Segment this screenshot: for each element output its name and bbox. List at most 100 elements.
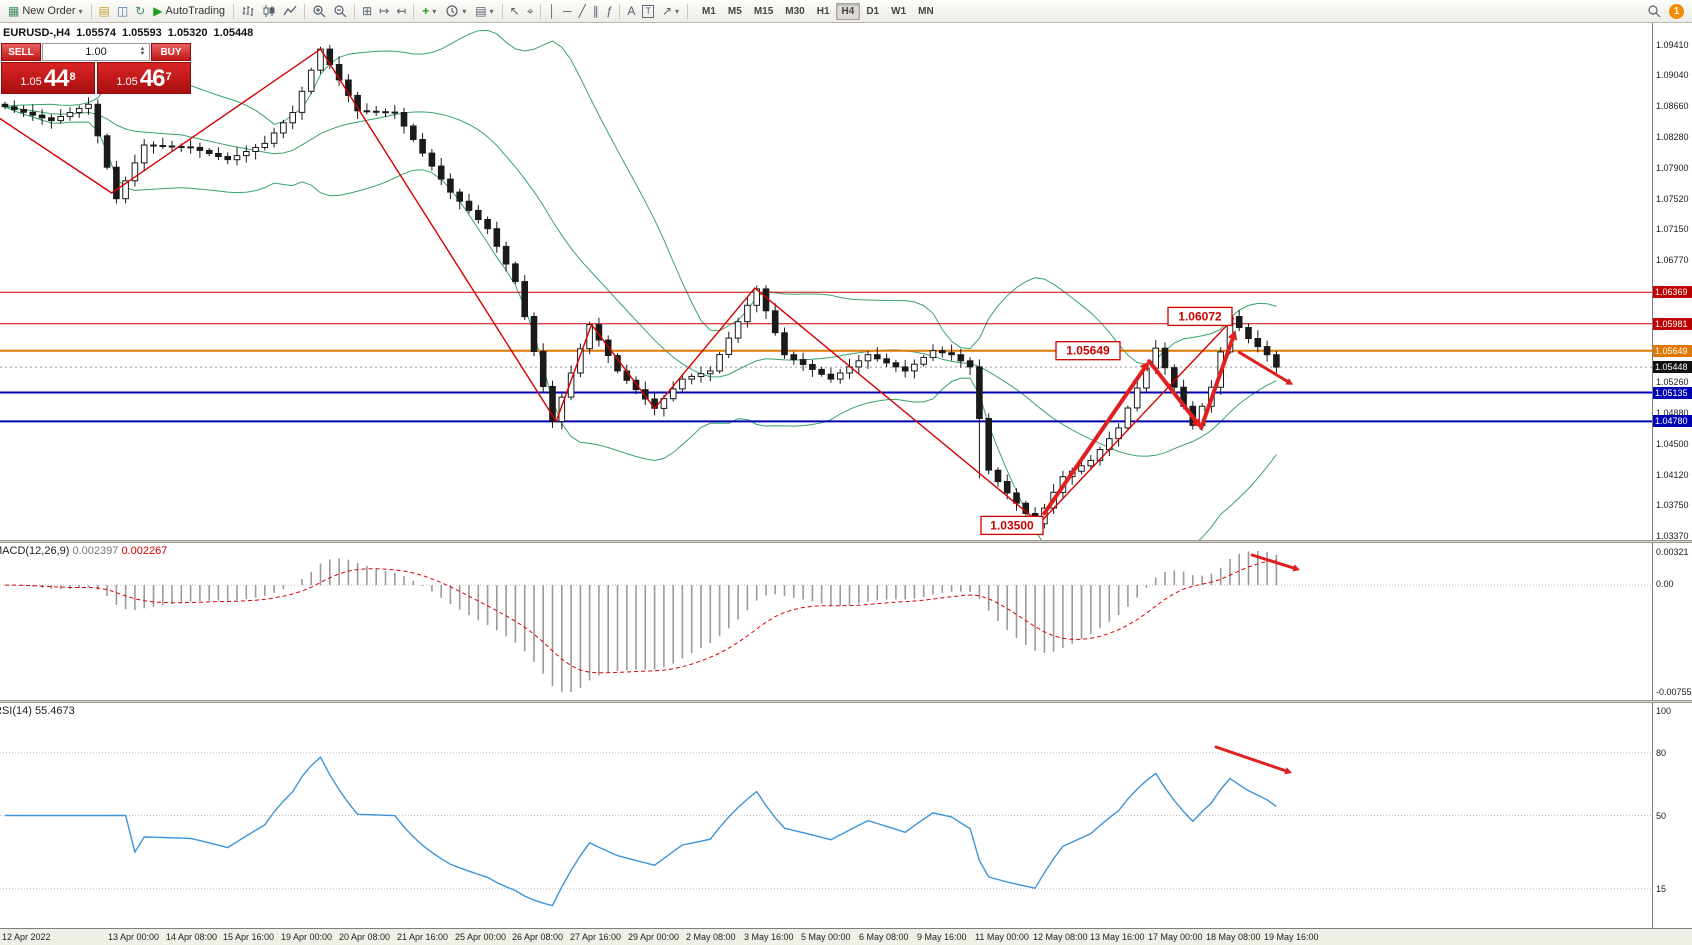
time-axis[interactable]: 12 Apr 2022 13 Apr 00:00 14 Apr 08:00 15 Ap… — [0, 928, 1692, 945]
candle-body — [669, 388, 677, 400]
price-axis-tag: 1.04780 — [1653, 415, 1692, 427]
horizontal-line-icon: ─ — [562, 4, 572, 18]
auto-scroll-button[interactable]: ↦ — [376, 3, 392, 19]
refresh-button[interactable]: ↻ — [132, 3, 148, 19]
timeframe-h1[interactable]: H1 — [816, 5, 830, 17]
timeframe-m5[interactable]: M5 — [727, 5, 742, 17]
spinner-down-icon[interactable]: ▼ — [139, 51, 146, 57]
candle-body — [614, 355, 621, 372]
bar-chart-icon — [242, 6, 254, 16]
zoom-in-button[interactable] — [309, 2, 329, 20]
candle-body — [75, 107, 83, 114]
trend-arrow — [1199, 333, 1236, 430]
timeframe-d1[interactable]: D1 — [866, 5, 880, 17]
candle-body — [827, 373, 835, 380]
candle-body — [883, 358, 890, 364]
candle-body — [966, 360, 974, 368]
toolbar-separator — [501, 3, 503, 19]
candle-body — [994, 469, 1002, 483]
price-tag-box[interactable] — [1167, 306, 1233, 327]
timeframe-mn[interactable]: MN — [918, 5, 934, 17]
candle-body — [103, 135, 111, 168]
fibonacci-button[interactable]: ƒ — [603, 3, 616, 19]
line-chart-button[interactable] — [280, 2, 300, 20]
text-label-button[interactable]: T — [639, 3, 657, 20]
time-axis-label: 18 May 08:00 — [1206, 932, 1261, 942]
bollinger-upper-band — [4, 29, 1277, 365]
timeframe-m1[interactable]: M1 — [702, 5, 716, 17]
volume-input[interactable]: 1.00 ▲ ▼ — [42, 43, 150, 61]
profiles-button[interactable]: ◫ — [114, 3, 131, 19]
notification-badge[interactable]: 1 — [1669, 3, 1684, 19]
time-axis-label: 13 Apr 00:00 — [108, 932, 160, 942]
candle-body — [243, 151, 250, 157]
time-axis-label: 20 Apr 08:00 — [339, 932, 391, 942]
candle-body — [864, 354, 872, 362]
indicators-plus-icon: + — [422, 4, 430, 18]
search-button[interactable] — [1644, 2, 1664, 20]
candle-body — [113, 166, 120, 200]
templates-icon: ▤ — [475, 4, 487, 18]
candle-body — [38, 114, 46, 119]
periods-button[interactable]: ▾ — [441, 2, 470, 20]
main-chart-canvas[interactable]: 1.06072 1.05649 1.03500 — [0, 23, 1652, 540]
bid-prefix: 1.05 — [20, 76, 42, 88]
ask-price-box[interactable]: 1.05 46 7 — [97, 62, 191, 94]
buy-button[interactable]: BUY — [151, 43, 191, 61]
zigzag-trendline[interactable] — [0, 48, 1235, 524]
templates-button[interactable]: ▤ ▾ — [471, 3, 497, 19]
macd-canvas[interactable] — [0, 543, 1652, 700]
new-order-button[interactable]: ▦ New Order ▾ — [4, 3, 87, 19]
vertical-line-button[interactable]: │ — [545, 3, 559, 19]
chart-shift-button[interactable]: ↤ — [393, 3, 409, 19]
price-axis-label: 1.04120 — [1656, 470, 1689, 480]
chevron-down-icon: ▾ — [432, 6, 437, 16]
price-axis-label: 1.06770 — [1656, 255, 1689, 265]
timeframe-m30[interactable]: M30 — [785, 5, 805, 17]
timeframe-m15[interactable]: M15 — [753, 5, 774, 17]
price-axis-label: 1.08280 — [1656, 132, 1689, 142]
rsi-canvas[interactable] — [0, 703, 1652, 928]
rsi-line — [5, 756, 1277, 907]
horizontal-line-button[interactable]: ─ — [560, 3, 575, 19]
candle-body — [168, 145, 176, 148]
cursor-button[interactable]: ↖ — [507, 3, 523, 19]
arrows-button[interactable]: ↗ ▾ — [658, 3, 683, 19]
sell-button[interactable]: SELL — [1, 43, 41, 61]
tile-windows-button[interactable]: ⊞ — [359, 3, 375, 19]
bar-chart-button[interactable] — [238, 2, 258, 20]
zoom-out-button[interactable] — [330, 2, 350, 20]
indicators-button[interactable]: + ▾ — [418, 3, 440, 19]
spinner-up-icon[interactable]: ▲ — [139, 46, 146, 52]
price-tag-box[interactable] — [980, 515, 1044, 536]
macd-axis: 0.00321 0.00 -0.007554 — [1652, 543, 1692, 700]
new-chart-button[interactable]: ▤ — [96, 3, 113, 19]
chevron-down-icon: ▾ — [675, 6, 680, 16]
price-tag-box[interactable] — [1055, 341, 1121, 361]
autotrading-play-icon: ▶ — [153, 4, 163, 18]
bid-price-box[interactable]: 1.05 44 8 — [1, 62, 95, 94]
autotrading-button[interactable]: ▶ AutoTrading — [149, 3, 229, 19]
timeframe-w1[interactable]: W1 — [891, 5, 907, 17]
price-axis-label: 1.09410 — [1656, 40, 1689, 50]
candle-body — [140, 144, 148, 164]
price-axis-tag: 1.05448 — [1653, 361, 1692, 373]
crosshair-button[interactable]: ⌖ — [524, 3, 537, 19]
price-tag-text: 1.03500 — [990, 518, 1034, 532]
candlestick-chart-button[interactable] — [259, 2, 279, 20]
trendline-button[interactable]: ╱ — [576, 3, 589, 19]
candle-body — [29, 111, 37, 116]
candle-body — [66, 112, 74, 118]
panel-divider[interactable] — [0, 700, 1692, 703]
channel-button[interactable]: ∥ — [590, 3, 602, 19]
trend-arrow — [1237, 350, 1292, 385]
text-button[interactable]: A — [624, 3, 638, 19]
time-axis-label: 12 Apr 2022 — [2, 932, 51, 942]
candle-body — [1096, 449, 1104, 461]
panel-divider[interactable] — [0, 540, 1692, 543]
timeframe-h4[interactable]: H4 — [835, 2, 861, 20]
time-axis-label: 17 May 00:00 — [1148, 932, 1203, 942]
volume-spinner[interactable]: ▲ ▼ — [137, 44, 148, 60]
candle-body — [642, 389, 649, 400]
arrow-tool-icon: ↗ — [661, 4, 672, 18]
